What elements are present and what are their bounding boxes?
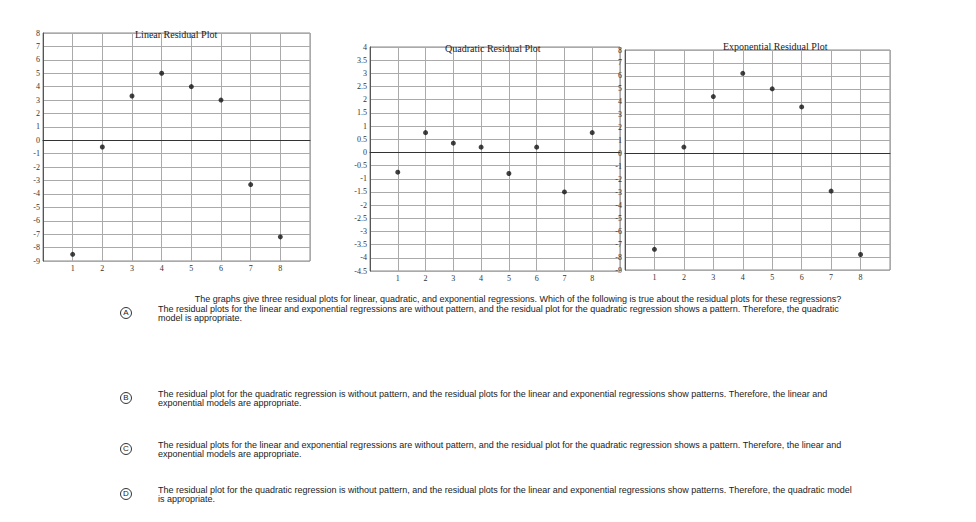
svg-text:5: 5 <box>618 84 622 93</box>
svg-text:4: 4 <box>363 43 367 52</box>
svg-text:7: 7 <box>249 264 253 273</box>
svg-text:-3.5: -3.5 <box>354 240 367 249</box>
svg-text:8: 8 <box>618 46 622 55</box>
svg-text:3.5: 3.5 <box>357 56 367 65</box>
svg-text:4: 4 <box>479 274 483 283</box>
svg-text:3: 3 <box>363 69 367 78</box>
svg-text:2: 2 <box>424 274 428 283</box>
svg-text:1: 1 <box>652 273 656 282</box>
svg-text:Linear Residual Plot: Linear Residual Plot <box>135 29 217 40</box>
svg-text:-4.5: -4.5 <box>354 267 367 276</box>
svg-text:4: 4 <box>160 264 164 273</box>
svg-text:1: 1 <box>363 122 367 131</box>
svg-text:-8: -8 <box>33 243 40 252</box>
svg-text:-2: -2 <box>360 201 367 210</box>
svg-text:6: 6 <box>535 274 539 283</box>
svg-text:2: 2 <box>363 95 367 104</box>
html-text:A: A <box>123 308 129 317</box>
html-text:The residual plots for the lin: The residual plots for the linear and ex… <box>158 440 842 459</box>
svg-text:-1: -1 <box>33 149 40 158</box>
svg-text:0: 0 <box>36 136 40 145</box>
svg-text:2: 2 <box>36 109 40 118</box>
svg-text:-8: -8 <box>615 253 622 262</box>
svg-text:1: 1 <box>36 122 40 131</box>
svg-text:-4: -4 <box>360 253 367 262</box>
svg-text:4: 4 <box>741 273 745 282</box>
svg-text:-9: -9 <box>615 266 622 275</box>
svg-text:Exponential Residual Plot: Exponential Residual Plot <box>723 41 828 52</box>
svg-text:0: 0 <box>363 148 367 157</box>
svg-text:-2.5: -2.5 <box>354 214 367 223</box>
html-text:B: B <box>123 393 129 402</box>
svg-text:5: 5 <box>770 273 774 282</box>
svg-text:0: 0 <box>618 149 622 158</box>
svg-text:-1.5: -1.5 <box>354 187 367 196</box>
svg-text:-5: -5 <box>615 214 622 223</box>
svg-text:-0.5: -0.5 <box>354 161 367 170</box>
svg-text:-7: -7 <box>33 230 40 239</box>
svg-text:1.5: 1.5 <box>357 108 367 117</box>
svg-text:6: 6 <box>618 71 622 80</box>
svg-text:2: 2 <box>618 123 622 132</box>
svg-text:3: 3 <box>130 264 134 273</box>
svg-text:2.5: 2.5 <box>357 82 367 91</box>
svg-text:1: 1 <box>71 264 75 273</box>
html-text:The graphs give three residual: The graphs give three residual plots for… <box>194 294 842 304</box>
svg-text:5: 5 <box>507 274 511 283</box>
html-text:The residual plots for the lin: The residual plots for the linear and ex… <box>158 304 839 323</box>
html-text:D: D <box>123 489 129 498</box>
svg-text:3: 3 <box>451 274 455 283</box>
svg-text:3: 3 <box>618 110 622 119</box>
html-text:C: C <box>123 444 129 453</box>
svg-text:-2: -2 <box>33 163 40 172</box>
html-text:The residual plot for the quad: The residual plot for the quadratic regr… <box>158 485 852 504</box>
svg-text:3: 3 <box>36 96 40 105</box>
svg-text:7: 7 <box>829 273 833 282</box>
svg-text:1: 1 <box>618 136 622 145</box>
svg-text:5: 5 <box>36 69 40 78</box>
svg-text:7: 7 <box>36 42 40 51</box>
svg-text:8: 8 <box>590 274 594 283</box>
svg-text:-3: -3 <box>360 227 367 236</box>
svg-text:4: 4 <box>36 82 40 91</box>
svg-text:-3: -3 <box>33 176 40 185</box>
svg-text:2: 2 <box>100 264 104 273</box>
svg-text:-4: -4 <box>615 201 622 210</box>
svg-text:-6: -6 <box>33 216 40 225</box>
svg-text:-2: -2 <box>615 175 622 184</box>
svg-text:6: 6 <box>36 55 40 64</box>
svg-text:8: 8 <box>859 273 863 282</box>
svg-text:7: 7 <box>618 58 622 67</box>
svg-text:-9: -9 <box>33 257 40 266</box>
svg-text:7: 7 <box>562 274 566 283</box>
svg-text:-6: -6 <box>615 227 622 236</box>
svg-text:8: 8 <box>278 264 282 273</box>
svg-text:6: 6 <box>219 264 223 273</box>
html-text:The residual plot for the quad: The residual plot for the quadratic regr… <box>158 389 828 408</box>
svg-text:8: 8 <box>36 29 40 38</box>
svg-text:0.5: 0.5 <box>357 135 367 144</box>
svg-text:6: 6 <box>800 273 804 282</box>
svg-text:-1: -1 <box>360 174 367 183</box>
svg-text:-5: -5 <box>33 203 40 212</box>
svg-text:4: 4 <box>618 97 622 106</box>
svg-text:-3: -3 <box>615 188 622 197</box>
svg-text:3: 3 <box>711 273 715 282</box>
svg-text:-1: -1 <box>615 162 622 171</box>
svg-text:-7: -7 <box>615 240 622 249</box>
svg-text:1: 1 <box>396 274 400 283</box>
svg-text:5: 5 <box>189 264 193 273</box>
svg-text:-4: -4 <box>33 189 40 198</box>
svg-text:Quadratic Residual Plot: Quadratic Residual Plot <box>445 43 541 54</box>
svg-text:2: 2 <box>682 273 686 282</box>
